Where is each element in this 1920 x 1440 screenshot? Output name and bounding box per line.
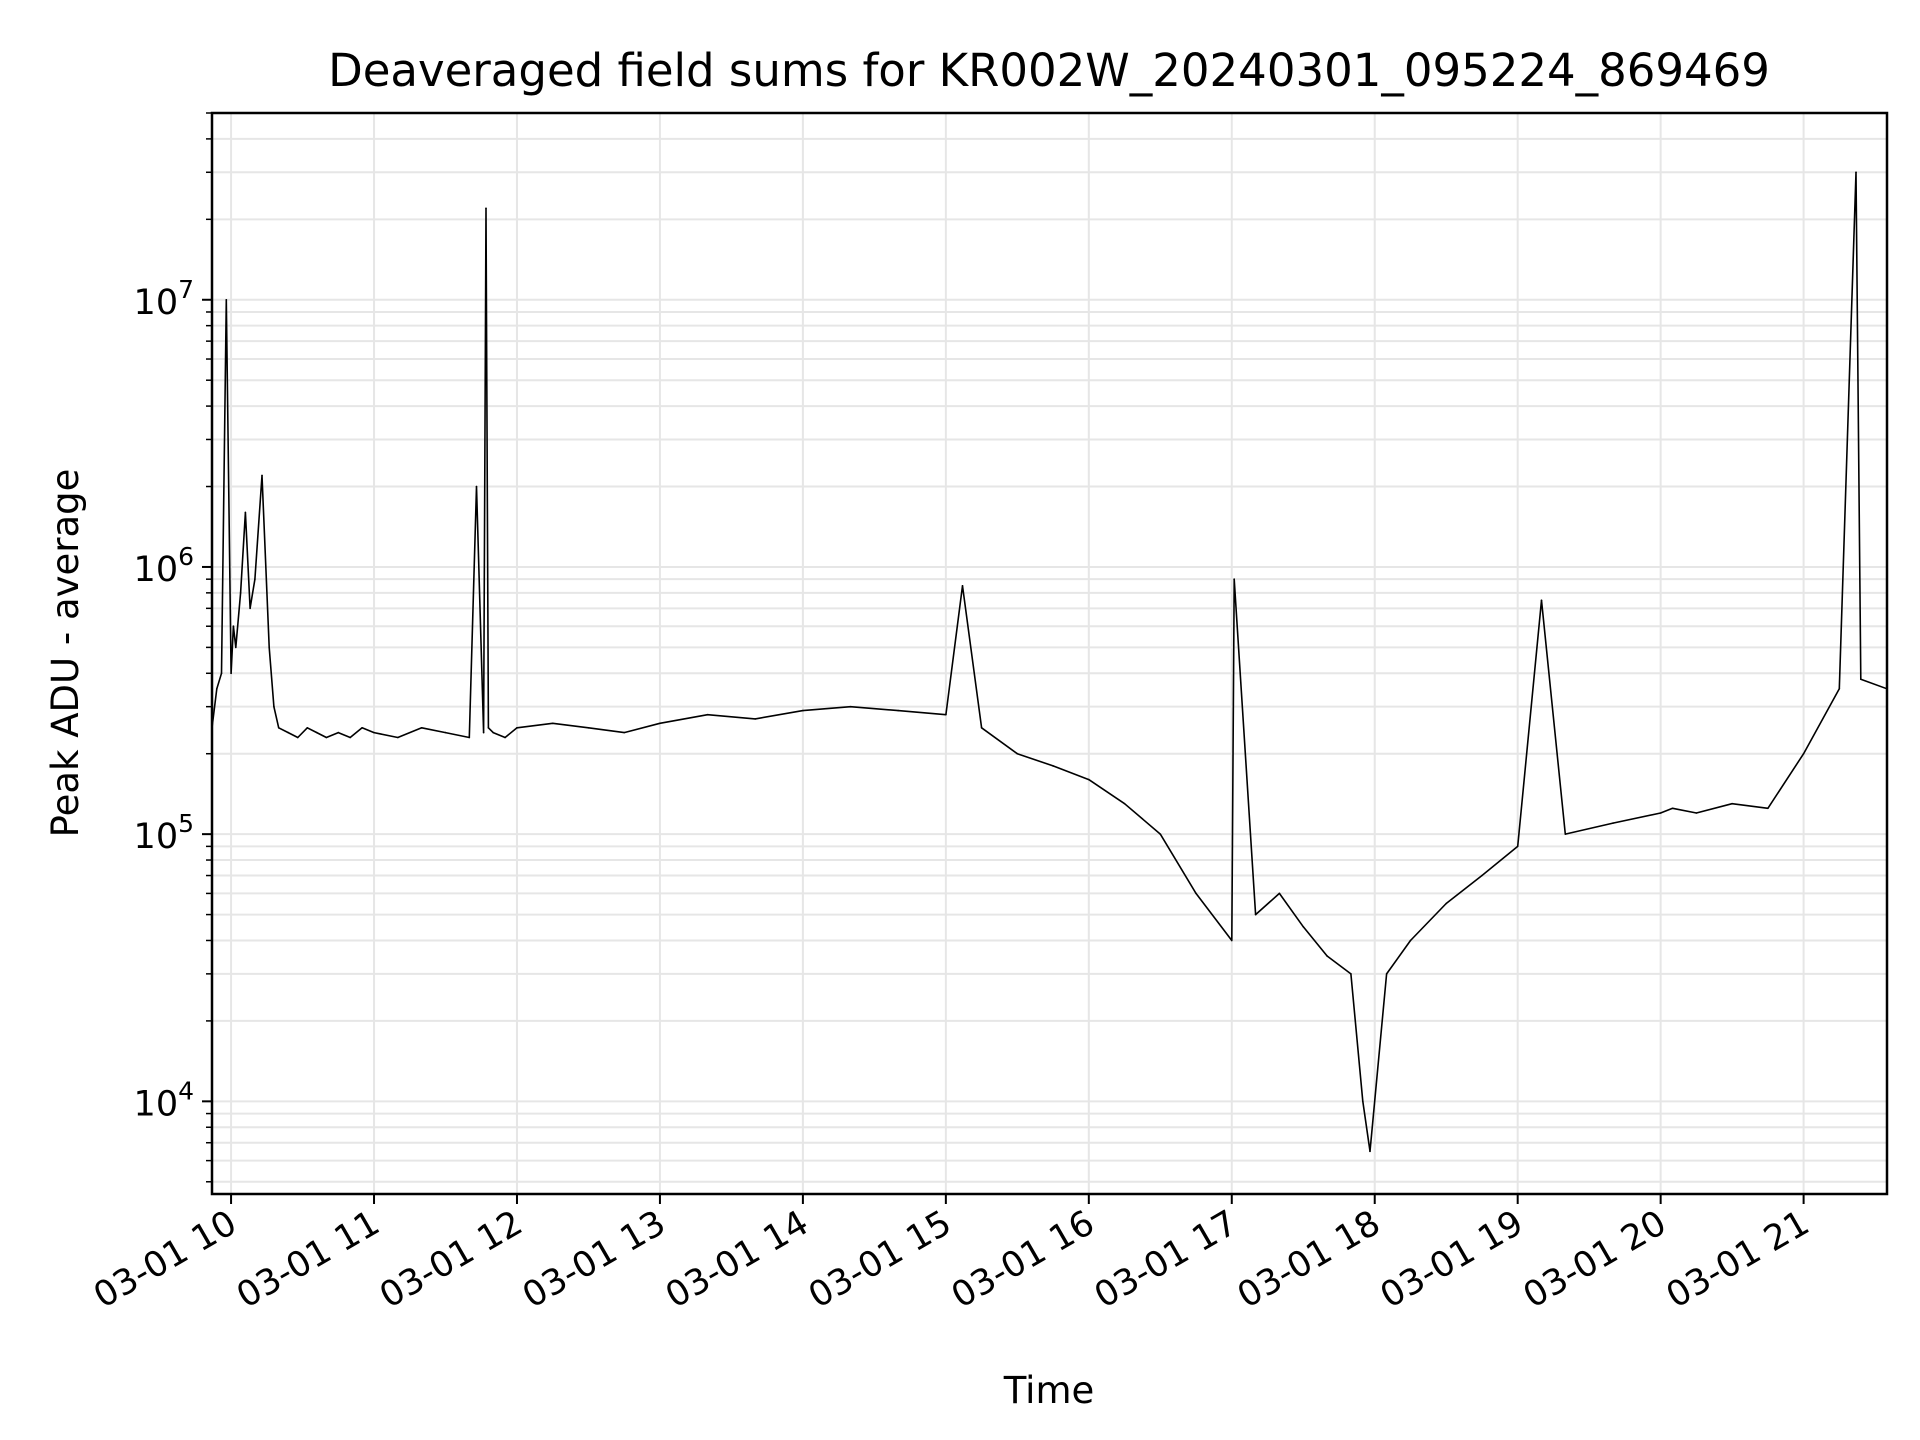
- y-tick-label: 104: [134, 1076, 194, 1124]
- data-point: [235, 646, 237, 649]
- data-point: [1767, 807, 1769, 810]
- data-point: [802, 709, 804, 712]
- data-point: [1302, 926, 1305, 928]
- data-point: [325, 736, 328, 739]
- data-point: [316, 731, 318, 734]
- chart-title: Deaveraged field sums for KR002W_2024030…: [328, 44, 1770, 97]
- data-point: [444, 731, 447, 734]
- data-point: [1233, 578, 1235, 580]
- data-point: [551, 722, 554, 725]
- data-point: [1278, 892, 1281, 895]
- data-point: [1369, 1150, 1371, 1153]
- data-point: [220, 672, 223, 675]
- data-point: [1385, 973, 1388, 975]
- data-point: [1195, 892, 1197, 895]
- data-point: [1326, 955, 1328, 957]
- data-point: [1695, 812, 1698, 814]
- data-point: [516, 727, 518, 729]
- data-point: [468, 736, 471, 739]
- data-point: [1409, 939, 1412, 942]
- y-tick-label: 106: [134, 542, 194, 590]
- data-point: [1088, 778, 1090, 781]
- data-point: [273, 705, 275, 708]
- data-point: [1564, 833, 1567, 835]
- y-axis-label: Peak ADU - average: [44, 469, 87, 838]
- data-point: [277, 727, 280, 729]
- data-point: [254, 578, 256, 580]
- data-point: [485, 207, 487, 210]
- data-point: [1802, 752, 1805, 755]
- data-point: [1671, 807, 1674, 810]
- data-point: [349, 736, 351, 739]
- y-axis-ticks: 104 105 106 107: [134, 112, 212, 1183]
- data-point: [1254, 913, 1257, 916]
- data-point: [1540, 599, 1543, 602]
- y-tick-label: 107: [134, 275, 194, 323]
- data-point: [239, 592, 242, 594]
- data-point: [487, 727, 490, 729]
- data-point: [1859, 678, 1862, 681]
- data-point: [232, 625, 235, 628]
- data-point: [1481, 874, 1483, 877]
- data-point: [659, 722, 661, 725]
- data-point: [215, 687, 218, 690]
- data-point: [1659, 812, 1662, 814]
- data-point: [337, 731, 340, 734]
- data-point: [225, 298, 228, 301]
- data-point: [1230, 939, 1233, 942]
- data-point: [961, 585, 964, 587]
- data-point: [482, 731, 485, 734]
- data-point: [1016, 752, 1019, 755]
- data-point: [1445, 902, 1448, 905]
- data-point: [1123, 802, 1126, 805]
- grid: [212, 112, 1887, 1194]
- data-point: [373, 731, 375, 734]
- data-point: [1159, 833, 1162, 835]
- data-point: [1612, 822, 1614, 824]
- data-point: [230, 672, 232, 675]
- data-point: [1855, 171, 1857, 174]
- data-point: [296, 736, 299, 739]
- data-point: [244, 511, 247, 514]
- data-series: [212, 171, 1887, 1153]
- data-point: [287, 731, 290, 734]
- data-point: [587, 727, 590, 729]
- data-point: [249, 607, 251, 610]
- data-point: [706, 713, 709, 716]
- data-point: [980, 727, 983, 729]
- data-point: [1516, 845, 1519, 848]
- data-point: [849, 705, 852, 708]
- data-point: [754, 718, 757, 720]
- x-axis-label: Time: [1003, 1369, 1095, 1412]
- data-point: [1350, 973, 1352, 975]
- y-tick-label: 105: [134, 809, 194, 857]
- data-point: [623, 731, 625, 734]
- data-point: [268, 646, 270, 649]
- data-point: [420, 727, 423, 729]
- data-point: [1362, 1100, 1364, 1103]
- data-point: [492, 731, 494, 734]
- data-point: [475, 485, 478, 488]
- data-point: [1731, 802, 1733, 805]
- data-point: [897, 709, 900, 712]
- data-point: [361, 727, 363, 729]
- data-point: [504, 736, 506, 739]
- data-point: [945, 713, 947, 716]
- data-point: [1052, 765, 1054, 767]
- data-point: [306, 727, 309, 729]
- data-point: [261, 474, 263, 477]
- series-line: [212, 171, 1887, 1153]
- data-point: [397, 736, 399, 739]
- plot-frame: [210, 111, 1889, 1196]
- data-point: [1838, 687, 1841, 690]
